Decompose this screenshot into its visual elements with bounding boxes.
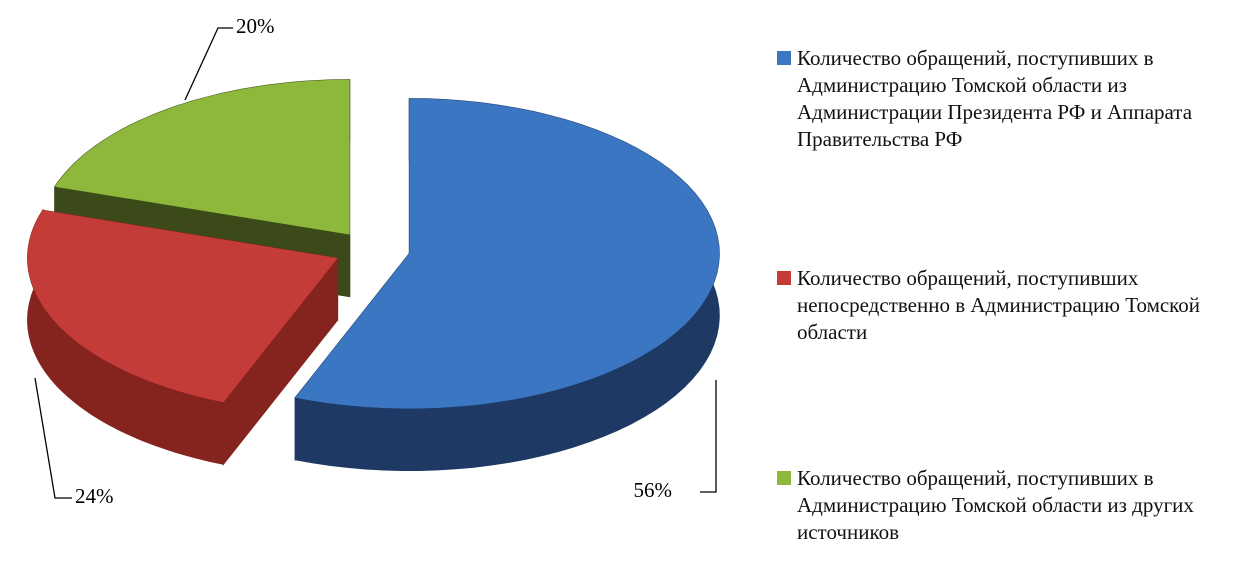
slice	[27, 210, 338, 403]
legend-swatch	[777, 471, 791, 485]
legend-swatch	[777, 271, 791, 285]
data-label: 20%	[236, 14, 275, 38]
leader-line	[700, 380, 717, 493]
legend-entry: Количество обращений, поступивших в Адми…	[775, 45, 1252, 153]
legend-label: Количество обращений, поступивших в Адми…	[797, 46, 1193, 151]
leader-line	[34, 377, 72, 499]
slice	[27, 208, 339, 466]
legend-entry: Количество обращений, поступивших в Адми…	[775, 465, 1252, 546]
slice	[54, 79, 350, 235]
legend-swatch	[777, 51, 791, 65]
slice	[295, 98, 720, 409]
slice	[294, 98, 720, 471]
legend-entry: Количество обращений, поступивших непоср…	[775, 265, 1252, 346]
leader-line	[184, 27, 233, 101]
data-label: 24%	[75, 484, 114, 508]
legend-label: Количество обращений, поступивших непоср…	[797, 266, 1201, 344]
data-label: 56%	[634, 478, 673, 502]
chart: 56% 24% 20%	[27, 14, 720, 508]
legend-label: Количество обращений, поступивших в Адми…	[797, 466, 1194, 544]
